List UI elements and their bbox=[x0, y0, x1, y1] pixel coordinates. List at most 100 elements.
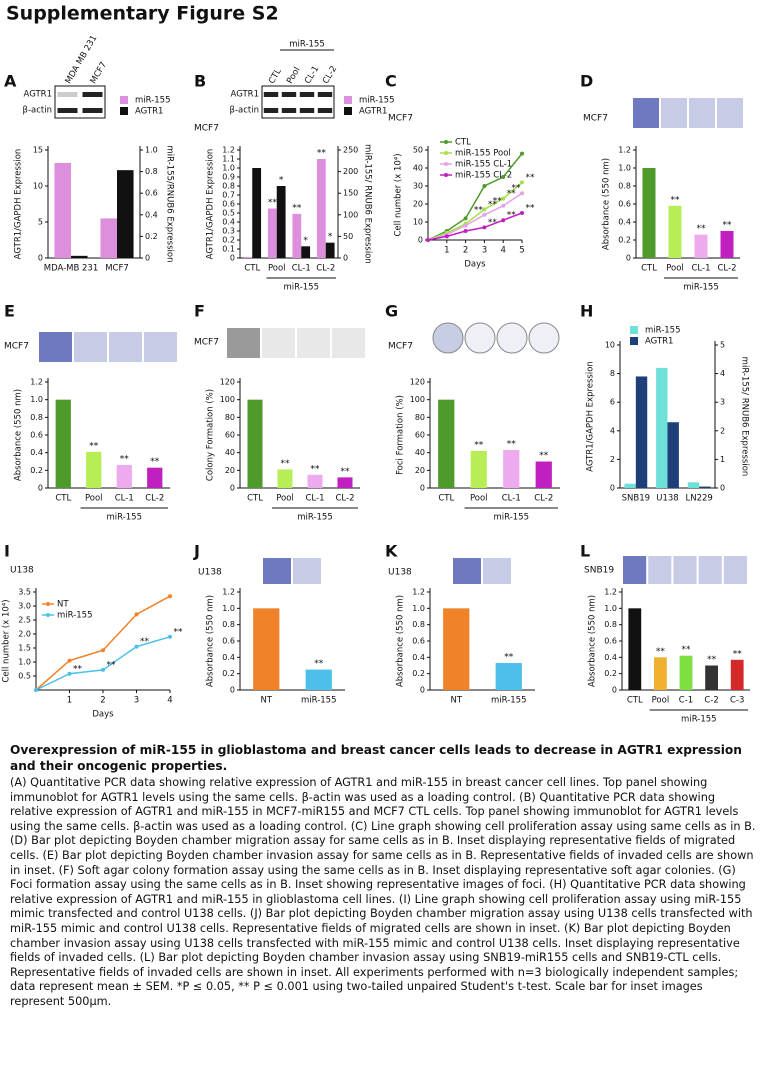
legend-marker bbox=[46, 602, 50, 606]
significance: ** bbox=[682, 645, 692, 655]
blot-band bbox=[281, 108, 297, 113]
point bbox=[520, 191, 524, 196]
y-tick-label: 0.8 bbox=[222, 620, 235, 629]
y-axis-label: AGTR1/GAPDH Expression bbox=[206, 149, 216, 260]
legend-swatch bbox=[120, 107, 128, 115]
inset-image bbox=[698, 556, 722, 584]
y-axis-label: Absorbance (550 nm) bbox=[396, 595, 406, 687]
inset-image bbox=[39, 332, 72, 362]
x-axis-label: Days bbox=[92, 710, 114, 720]
bar bbox=[243, 257, 253, 258]
blot-row: β-actin bbox=[23, 106, 52, 116]
blot-band bbox=[263, 92, 279, 97]
y-axis-label: AGTR1/GAPDH Expression bbox=[14, 149, 24, 260]
y2-tick-label: 1.0 bbox=[145, 146, 158, 155]
bar bbox=[301, 246, 311, 258]
point bbox=[501, 203, 506, 208]
point bbox=[67, 658, 72, 663]
significance: ** bbox=[656, 647, 666, 657]
y-tick-label: 0.7 bbox=[222, 191, 235, 200]
y-tick-label: 60 bbox=[415, 431, 425, 440]
bar bbox=[292, 213, 302, 258]
point bbox=[520, 151, 524, 156]
point bbox=[501, 218, 506, 223]
bar bbox=[654, 657, 667, 690]
x-tick-label: C-3 bbox=[730, 696, 744, 706]
y-axis-label: Absorbance (550 nm) bbox=[206, 595, 216, 687]
lane-group: miR-155 bbox=[289, 40, 325, 50]
bar bbox=[55, 399, 71, 488]
significance: ** bbox=[311, 464, 321, 474]
significance: ** bbox=[120, 455, 130, 465]
y-tick-label: 1.0 bbox=[604, 604, 617, 613]
y2-tick-label: 200 bbox=[343, 167, 358, 176]
point bbox=[463, 216, 468, 221]
legend-swatch bbox=[120, 96, 128, 104]
legend-swatch bbox=[344, 107, 352, 115]
inset-image bbox=[673, 556, 697, 584]
legend-label: miR-155 bbox=[135, 96, 171, 106]
significance: ** bbox=[733, 649, 743, 659]
y-tick-label: 0.5 bbox=[222, 209, 235, 218]
y2-tick-label: 5 bbox=[720, 341, 725, 350]
x-tick-label: Pool bbox=[666, 264, 684, 274]
legend-swatch bbox=[630, 326, 638, 334]
significance: ** bbox=[107, 660, 117, 670]
significance: ** bbox=[474, 440, 484, 450]
y-tick-label: 0.6 bbox=[222, 637, 235, 646]
cell-line: U138 bbox=[10, 566, 34, 576]
cell-line: SNB19 bbox=[584, 566, 614, 576]
bar bbox=[337, 477, 353, 488]
significance: ** bbox=[493, 196, 503, 206]
y-tick-label: 0.4 bbox=[412, 653, 425, 662]
legend-marker bbox=[444, 140, 448, 144]
caption-title: Overexpression of miR-155 in glioblastom… bbox=[10, 743, 742, 773]
point bbox=[101, 648, 105, 653]
inset-image bbox=[262, 328, 295, 358]
y-tick-label: 0.6 bbox=[618, 200, 631, 209]
x-tick-label: Pool bbox=[268, 264, 286, 274]
y-tick-label: 0.4 bbox=[618, 218, 631, 227]
significance: ** bbox=[723, 221, 733, 231]
y-tick-label: 0 bbox=[230, 686, 235, 695]
bar bbox=[668, 205, 682, 258]
y-tick-label: 0.1 bbox=[222, 245, 235, 254]
bar bbox=[438, 399, 455, 488]
y2-tick-label: 100 bbox=[343, 210, 358, 219]
inset-image bbox=[74, 332, 107, 362]
inset-image bbox=[648, 556, 672, 584]
bar bbox=[305, 669, 332, 690]
y-tick-label: 3.0 bbox=[18, 602, 31, 611]
x-tick-label: CTL bbox=[55, 494, 71, 504]
significance: ** bbox=[314, 659, 324, 669]
x-tick-label: CL-2 bbox=[534, 494, 553, 504]
significance: ** bbox=[474, 205, 484, 215]
x-tick-label: 1 bbox=[444, 246, 449, 256]
x-tick-label: MCF7 bbox=[105, 264, 129, 274]
bar bbox=[276, 186, 286, 258]
point bbox=[134, 644, 139, 649]
y-tick-label: 2.5 bbox=[18, 616, 31, 625]
y-tick-label: 0.2 bbox=[412, 669, 425, 678]
group-label: miR-155 bbox=[107, 513, 143, 523]
inset-image bbox=[633, 98, 659, 128]
y-axis-label: Absorbance (550 nm) bbox=[602, 158, 612, 250]
point bbox=[501, 196, 506, 201]
bar bbox=[247, 399, 263, 488]
x-tick-label: CTL bbox=[438, 494, 454, 504]
inset-image bbox=[717, 98, 743, 128]
panel-letter: G bbox=[385, 302, 398, 321]
y-tick-label: 0.6 bbox=[604, 637, 617, 646]
y-tick-label: 0.8 bbox=[412, 620, 425, 629]
y-tick-label: 0.9 bbox=[222, 173, 235, 182]
legend-label: miR-155 CL-2 bbox=[455, 171, 512, 181]
bar bbox=[470, 450, 487, 488]
bar bbox=[535, 461, 552, 488]
blot bbox=[54, 85, 106, 119]
inset-image bbox=[297, 328, 330, 358]
y-tick-label: 0.4 bbox=[222, 653, 235, 662]
y-tick-label: 1.2 bbox=[222, 588, 235, 597]
y-tick-label: 1.5 bbox=[18, 644, 31, 653]
y-tick-label: 1.0 bbox=[412, 604, 425, 613]
